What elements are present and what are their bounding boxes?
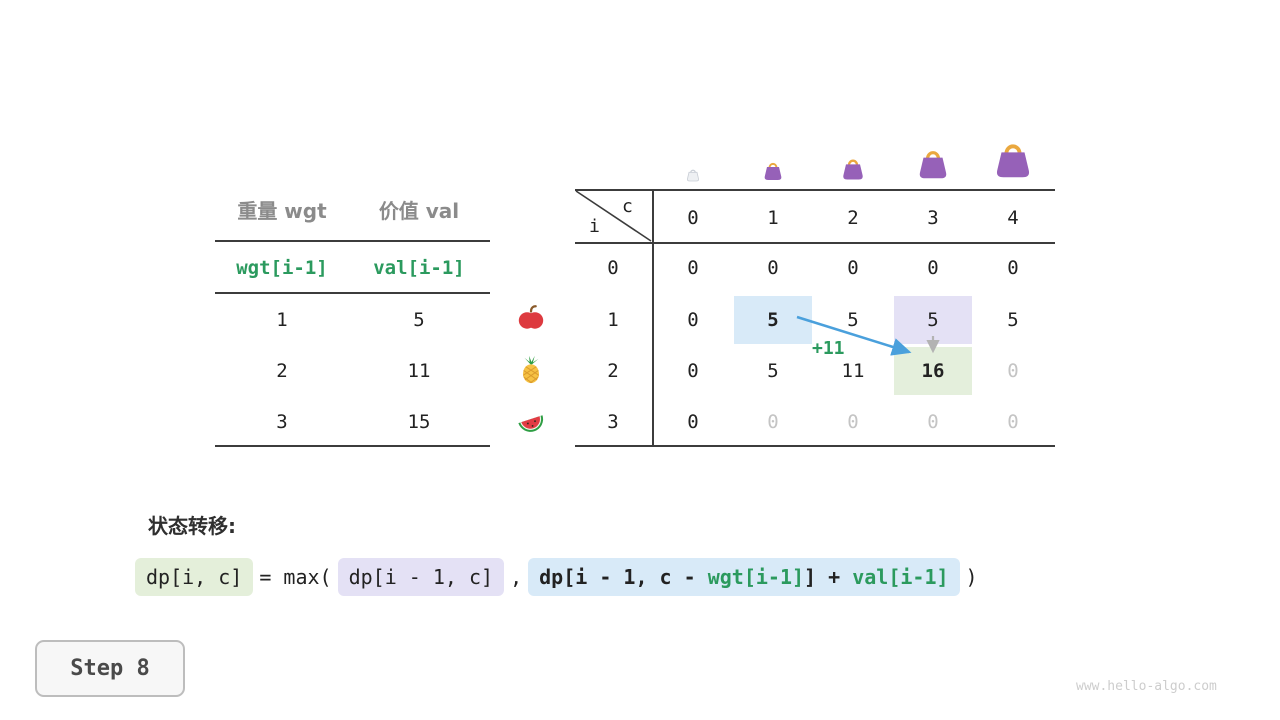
formula-take-part2: ] + bbox=[804, 565, 853, 589]
dp-cell: 0 bbox=[847, 411, 859, 433]
watermark: www.hello-algo.com bbox=[1076, 679, 1217, 694]
formula-comma: , bbox=[510, 565, 523, 589]
dp-col-header: 2 bbox=[847, 207, 859, 229]
transition-heading: 状态转移: bbox=[148, 514, 236, 538]
items-table-rule-mid bbox=[215, 292, 490, 294]
formula-chip-take: dp[i - 1, c - wgt[i-1]] + val[i-1] bbox=[528, 558, 960, 596]
dp-cell: 0 bbox=[1007, 411, 1019, 433]
items-table-rule-top bbox=[215, 240, 490, 242]
dp-row-header: 1 bbox=[607, 309, 619, 331]
dp-table-rule-bottom bbox=[575, 445, 1055, 447]
corner-diagonal-line bbox=[575, 190, 652, 242]
items-cell: 11 bbox=[407, 360, 431, 382]
formula-take-val: val[i-1] bbox=[852, 565, 949, 589]
items-cell: 3 bbox=[276, 411, 288, 433]
watermelon-icon bbox=[516, 406, 546, 436]
dp-cell: 0 bbox=[767, 257, 779, 279]
dp-cell-take-source: 5 bbox=[734, 296, 812, 344]
formula-equals-max: = max( bbox=[259, 565, 332, 589]
dp-cell: 0 bbox=[927, 257, 939, 279]
dp-col-header: 3 bbox=[927, 207, 939, 229]
items-cell: 1 bbox=[276, 309, 288, 331]
formula-take-part1: dp[i - 1, c - bbox=[539, 565, 708, 589]
dp-table-rule-top bbox=[575, 189, 1055, 191]
corner-label-c: c bbox=[622, 196, 633, 217]
dp-cell: 0 bbox=[687, 257, 699, 279]
apple-icon bbox=[516, 303, 546, 333]
items-table-rule-bottom bbox=[215, 445, 490, 447]
dp-cell: 0 bbox=[687, 411, 699, 433]
handbag-icon-capacity-0 bbox=[685, 167, 701, 183]
step-button[interactable]: Step 8 bbox=[35, 640, 185, 697]
dp-cell: 5 bbox=[767, 360, 779, 382]
dp-col-header: 1 bbox=[767, 207, 779, 229]
transfer-value-label: +11 bbox=[812, 338, 845, 359]
dp-row-header: 2 bbox=[607, 360, 619, 382]
dp-cell-current: 16 bbox=[894, 347, 972, 395]
items-cell: 15 bbox=[407, 411, 431, 433]
formula-take-wgt: wgt[i-1] bbox=[707, 565, 805, 589]
dp-cell: 0 bbox=[687, 360, 699, 382]
dp-cell: 0 bbox=[847, 257, 859, 279]
dp-cell: 0 bbox=[767, 411, 779, 433]
dp-cell: 0 bbox=[1007, 360, 1019, 382]
dp-cell: 0 bbox=[1007, 257, 1019, 279]
handbag-icon-capacity-4 bbox=[990, 137, 1036, 183]
dp-table-rule-vertical bbox=[652, 189, 654, 447]
items-header-value: 价值 val bbox=[378, 199, 460, 223]
dp-cell: 11 bbox=[841, 360, 865, 382]
dp-col-header: 0 bbox=[687, 207, 699, 229]
dp-cell: 5 bbox=[847, 309, 859, 331]
items-header-weight: 重量 wgt bbox=[237, 199, 327, 223]
transition-formula: dp[i, c] = max( dp[i - 1, c] , dp[i - 1,… bbox=[135, 558, 984, 596]
formula-chip-keep: dp[i - 1, c] bbox=[337, 558, 505, 596]
items-formula-wgt: wgt[i-1] bbox=[236, 257, 328, 279]
dp-cell: 0 bbox=[927, 411, 939, 433]
corner-label-i: i bbox=[589, 216, 600, 237]
pineapple-icon bbox=[516, 354, 546, 384]
items-formula-val: val[i-1] bbox=[373, 257, 465, 279]
handbag-icon-capacity-3 bbox=[914, 145, 952, 183]
handbag-icon-capacity-2 bbox=[839, 155, 867, 183]
dp-table-rule-header bbox=[575, 242, 1055, 244]
dp-col-header: 4 bbox=[1007, 207, 1019, 229]
formula-chip-dp: dp[i, c] bbox=[135, 558, 254, 596]
dp-cell: 5 bbox=[1007, 309, 1019, 331]
items-cell: 5 bbox=[413, 309, 425, 331]
handbag-icon-capacity-1 bbox=[761, 159, 785, 183]
dp-row-header: 3 bbox=[607, 411, 619, 433]
dp-cell: 0 bbox=[687, 309, 699, 331]
dp-cell-keep-source: 5 bbox=[894, 296, 972, 344]
formula-close-paren: ) bbox=[965, 565, 978, 589]
items-cell: 2 bbox=[276, 360, 288, 382]
dp-row-header: 0 bbox=[607, 257, 619, 279]
